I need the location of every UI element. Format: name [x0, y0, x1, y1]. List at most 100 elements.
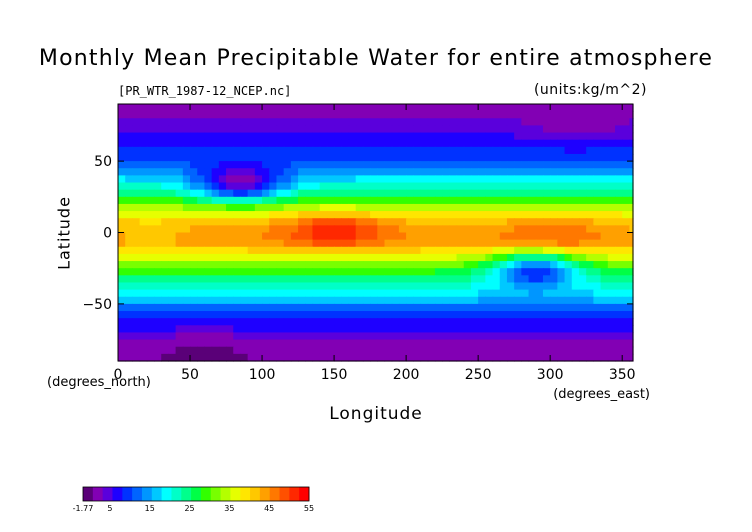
heatmap-cell	[607, 161, 616, 169]
heatmap-cell	[427, 282, 436, 291]
heatmap-cell	[355, 111, 364, 119]
heatmap-cell	[470, 139, 479, 148]
heatmap-cell	[298, 346, 306, 355]
heatmap-cell	[470, 153, 479, 162]
heatmap-cell	[398, 282, 407, 291]
heatmap-cell	[319, 111, 328, 119]
heatmap-cell	[175, 282, 184, 291]
heatmap-cell	[622, 275, 630, 284]
heatmap-cell	[398, 104, 407, 112]
heatmap-cell	[564, 132, 573, 141]
heatmap-cell	[240, 175, 249, 184]
heatmap-cell	[377, 196, 386, 205]
heatmap-cell	[492, 189, 501, 198]
heatmap-cell	[413, 111, 422, 119]
heatmap-cell	[139, 318, 148, 326]
heatmap-cell	[499, 261, 508, 269]
heatmap-cell	[218, 282, 227, 291]
heatmap-cell	[514, 325, 522, 334]
heatmap-cell	[146, 253, 155, 262]
heatmap-cell	[391, 346, 400, 355]
heatmap-cell	[420, 346, 429, 355]
heatmap-cell	[247, 332, 256, 341]
heatmap-cell	[269, 318, 278, 326]
heatmap-cell	[283, 161, 292, 169]
heatmap-cell	[557, 325, 566, 334]
heatmap-cell	[240, 111, 249, 119]
heatmap-cell	[434, 311, 443, 319]
heatmap-cell	[254, 161, 263, 169]
heatmap-cell	[478, 111, 486, 119]
heatmap-cell	[326, 203, 335, 212]
heatmap-cell	[506, 218, 515, 226]
heatmap-cell	[326, 346, 335, 355]
heatmap-cell	[247, 246, 256, 255]
heatmap-cell	[139, 218, 148, 226]
heatmap-cell	[406, 125, 414, 134]
heatmap-cell	[398, 253, 407, 262]
heatmap-cell	[240, 303, 249, 312]
heatmap-cell	[528, 111, 537, 119]
heatmap-cell	[506, 311, 515, 319]
heatmap-cell	[557, 153, 566, 162]
heatmap-cell	[564, 168, 573, 176]
heatmap-cell	[449, 132, 458, 141]
heatmap-cell	[528, 261, 537, 269]
heatmap-cell	[442, 282, 450, 291]
heatmap-cell	[614, 332, 623, 341]
colorbar-swatch	[132, 487, 143, 501]
heatmap-cell	[514, 161, 522, 169]
heatmap-cell	[420, 175, 429, 184]
heatmap-cell	[262, 168, 270, 176]
heatmap-cell	[190, 189, 198, 198]
heatmap-cell	[463, 132, 472, 141]
heatmap-cell	[226, 239, 234, 248]
heatmap-cell	[492, 268, 501, 276]
heatmap-cell	[593, 339, 602, 348]
heatmap-cell	[161, 303, 170, 312]
heatmap-cell	[233, 104, 242, 112]
heatmap-cell	[355, 139, 364, 148]
heatmap-cell	[478, 168, 486, 176]
heatmap-cell	[370, 325, 378, 334]
heatmap-cell	[391, 225, 400, 234]
heatmap-cell	[348, 275, 357, 284]
heatmap-cell	[593, 325, 602, 334]
heatmap-cell	[247, 189, 256, 198]
x-axis-label: Longitude	[329, 404, 423, 424]
heatmap-cell	[629, 146, 634, 155]
heatmap-cell	[125, 282, 133, 291]
heatmap-cell	[211, 332, 220, 341]
heatmap-cell	[125, 253, 133, 262]
heatmap-cell	[456, 189, 465, 198]
heatmap-cell	[370, 104, 378, 112]
x-tick-label: 150	[321, 367, 348, 383]
heatmap-cell	[550, 225, 558, 234]
heatmap-cell	[254, 218, 263, 226]
heatmap-cell	[485, 104, 494, 112]
heatmap-cell	[118, 196, 126, 205]
heatmap-cell	[262, 125, 270, 134]
heatmap-cell	[492, 196, 501, 205]
heatmap-cell	[154, 275, 162, 284]
heatmap-cell	[514, 339, 522, 348]
heatmap-cell	[413, 218, 422, 226]
heatmap-cell	[334, 196, 342, 205]
heatmap-cell	[528, 146, 537, 155]
heatmap-cell	[535, 339, 544, 348]
heatmap-cell	[290, 275, 299, 284]
heatmap-cell	[204, 311, 213, 319]
heatmap-cell	[197, 268, 206, 276]
heatmap-cell	[334, 211, 342, 219]
heatmap-cell	[168, 339, 177, 348]
heatmap-cell	[146, 139, 155, 148]
heatmap-cell	[370, 239, 378, 248]
heatmap-cell	[305, 175, 314, 184]
heatmap-cell	[593, 125, 602, 134]
heatmap-cell	[154, 139, 162, 148]
heatmap-cell	[290, 239, 299, 248]
heatmap-cell	[564, 296, 573, 305]
heatmap-cell	[269, 332, 278, 341]
heatmap-cell	[492, 339, 501, 348]
heatmap-cell	[240, 211, 249, 219]
